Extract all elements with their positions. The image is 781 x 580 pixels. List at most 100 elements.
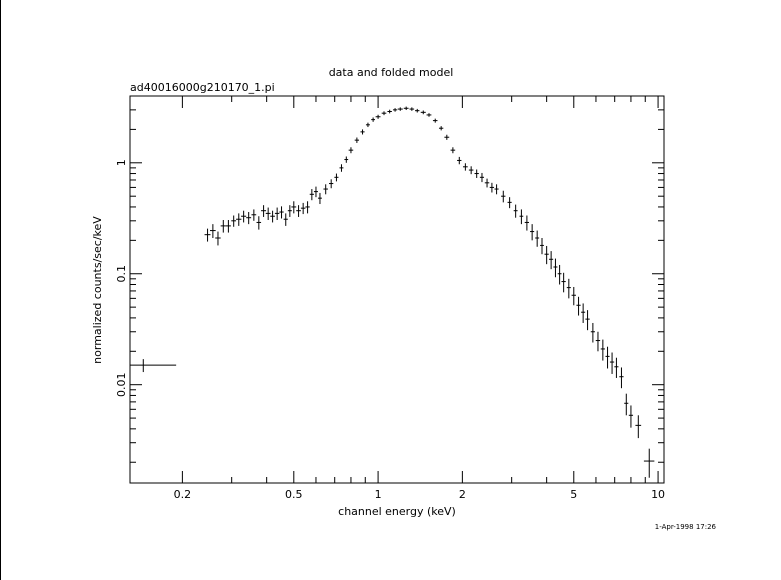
data-point — [246, 212, 252, 225]
data-point — [210, 224, 216, 238]
data-point — [291, 201, 297, 214]
data-point — [462, 163, 468, 171]
data-point — [204, 228, 211, 242]
data-point — [225, 220, 231, 233]
data-point — [600, 339, 605, 361]
data-point — [561, 272, 566, 293]
data-point — [605, 346, 610, 369]
data-point — [494, 184, 499, 195]
data-point — [251, 209, 257, 221]
data-point — [334, 173, 339, 182]
y-tick-labels: 0.01 0.1 1 — [115, 159, 128, 397]
y-axis-label: normalized counts/sec/keV — [91, 216, 104, 364]
data-point — [581, 303, 586, 323]
data-point — [553, 258, 558, 278]
data-point — [474, 169, 479, 178]
data-point — [540, 237, 544, 255]
data-point — [274, 207, 280, 221]
data-point — [457, 156, 462, 165]
data-point — [296, 205, 301, 217]
file-label: ad40016000g210170_1.pi — [130, 81, 275, 94]
data-point — [409, 107, 415, 111]
x-axis-label: channel energy (keV) — [338, 505, 456, 518]
data-point — [241, 210, 247, 223]
x-tick-label: 5 — [570, 488, 577, 501]
data-point — [507, 197, 512, 209]
data-point — [231, 215, 237, 227]
data-point — [348, 147, 354, 154]
data-point — [519, 209, 524, 225]
data-point — [585, 310, 590, 331]
data-point — [544, 245, 549, 265]
data-point — [530, 224, 535, 241]
data-point — [501, 190, 506, 203]
y-tick-label: 1 — [115, 159, 128, 166]
data-point — [619, 367, 624, 389]
data-point — [256, 216, 262, 230]
data-point — [265, 207, 271, 221]
data-point — [375, 114, 381, 119]
data-point — [381, 111, 387, 116]
data-point — [614, 357, 619, 378]
data-point — [415, 108, 420, 113]
data-point — [420, 110, 426, 115]
data-point — [313, 186, 318, 198]
data-point — [130, 359, 177, 373]
data-point — [468, 166, 474, 175]
data-points — [130, 106, 655, 478]
data-point — [557, 264, 562, 285]
data-point — [576, 296, 581, 316]
plot-frame — [129, 95, 665, 484]
data-point — [635, 415, 642, 439]
data-point — [323, 184, 328, 195]
data-point — [300, 202, 306, 215]
data-point — [344, 156, 349, 163]
data-point — [609, 352, 615, 374]
data-point — [387, 109, 392, 114]
data-point — [354, 137, 360, 143]
data-point — [628, 405, 634, 428]
data-point — [643, 448, 655, 478]
data-point — [484, 178, 490, 188]
data-point — [595, 331, 601, 352]
x-tick-label: 0.2 — [174, 488, 192, 501]
data-point — [426, 113, 432, 117]
data-point — [339, 164, 344, 172]
x-tick-labels: 0.2 0.5 1 2 5 10 — [174, 488, 665, 501]
data-point — [438, 126, 444, 131]
data-point — [479, 172, 485, 183]
data-point — [535, 230, 540, 247]
data-point — [571, 286, 576, 306]
data-point — [450, 147, 456, 154]
data-point — [566, 278, 571, 299]
data-point — [329, 179, 334, 189]
data-point — [283, 213, 288, 226]
data-point — [360, 129, 365, 135]
y-tick-label: 0.1 — [115, 265, 128, 283]
data-point — [305, 201, 310, 214]
x-tick-label: 2 — [459, 488, 466, 501]
data-point — [236, 213, 242, 226]
data-point — [392, 108, 398, 112]
data-point — [489, 182, 495, 193]
data-point — [261, 205, 267, 217]
axis-ticks — [130, 95, 664, 483]
left-edge-rule — [0, 0, 1, 580]
data-point — [220, 220, 226, 233]
y-tick-label: 0.01 — [115, 372, 128, 397]
data-point — [524, 215, 530, 231]
data-point — [371, 117, 376, 122]
data-point — [444, 134, 450, 140]
data-point — [397, 107, 403, 111]
data-point — [432, 118, 438, 123]
data-point — [317, 192, 322, 205]
data-point — [403, 106, 409, 111]
data-point — [513, 204, 518, 218]
timestamp-label: 1-Apr-1998 17:26 — [655, 523, 717, 531]
data-point — [215, 231, 221, 246]
chart-title: data and folded model — [329, 66, 454, 79]
x-tick-label: 1 — [375, 488, 382, 501]
data-point — [287, 205, 292, 217]
